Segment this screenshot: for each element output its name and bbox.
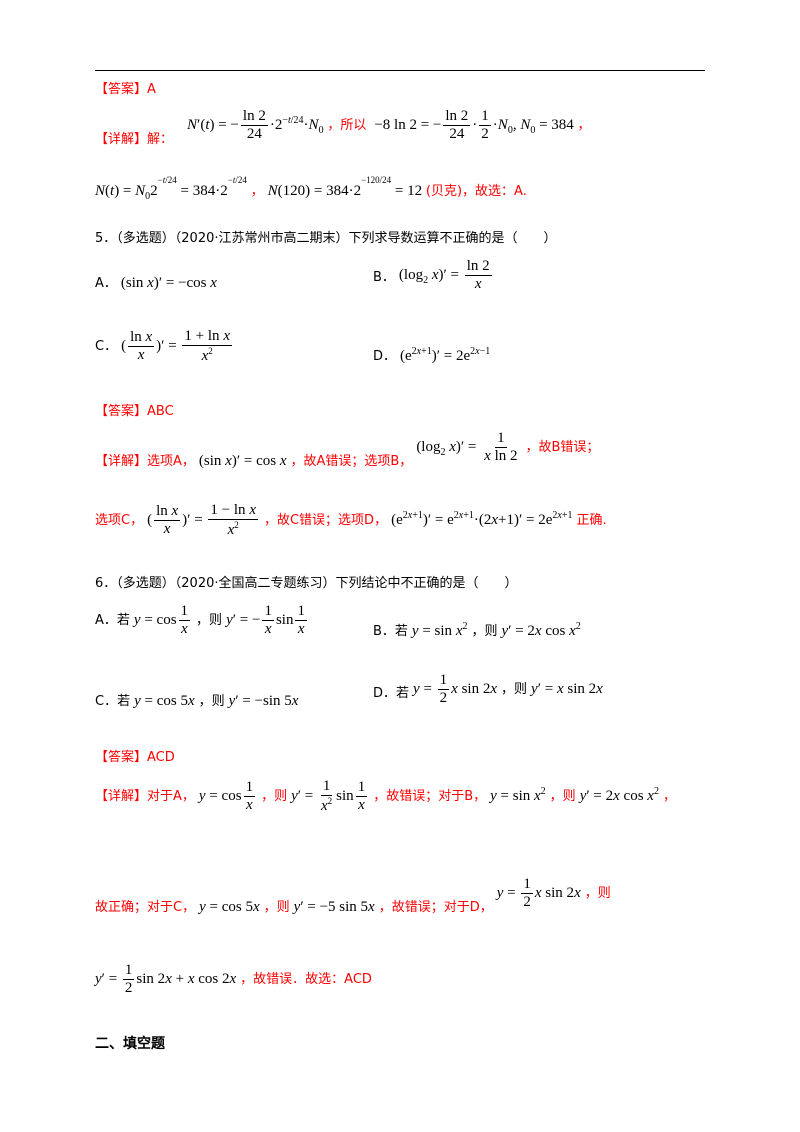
q5-option-c-label: C． (95, 339, 118, 355)
detail-label: 【详解】 (95, 454, 148, 470)
q4-formula-4: N(120) = 384·2−120/24 = 12 (267, 175, 426, 199)
q6-option-c-formula-1: y = cos 5x (134, 693, 195, 709)
q5-answer: 【答案】ABC (95, 400, 174, 420)
q6-d3: ，故错误；对于B， (373, 789, 487, 805)
q6-d-formula-2: y′ = 1 x2 sin 1 x (291, 778, 368, 815)
q6-option-d-formula-2: y′ = x sin 2x (531, 681, 603, 698)
q6-d7: ，则 (263, 900, 290, 916)
q6-detail-line3: y′ = 1 2 sin 2x + x cos 2x ，故错误．故选：ACD (95, 962, 372, 998)
detail-label: 【详解】 (95, 132, 148, 148)
q4-formula-3: N(t) = N02−t/24 = 384·2−t/24 (95, 175, 247, 202)
q5-d3: ，故B错误； (525, 440, 600, 456)
q6-option-a-label: A．若 (95, 613, 130, 629)
q6-option-b-then: ，则 (471, 624, 498, 639)
q5-d2: ，故A错误；选项B， (290, 454, 413, 470)
q6-option-c-then: ，则 (198, 694, 225, 709)
q5-detail-line1: 【详解】选项A， (sin x)′ = cos x ，故A错误；选项B， (lo… (95, 430, 600, 470)
q5-d-formula-c: (ln x x)′ = 1 − ln x x2 (147, 502, 258, 539)
answer-label: 【答案】 (95, 82, 148, 97)
q4-comma: ， (577, 118, 591, 134)
q6-d8: ，故错误；对于D， (378, 900, 493, 916)
q6-option-c: C．若 y = cos 5x ，则 y′ = −sin 5x (95, 690, 298, 710)
q6-d4: ，则 (549, 789, 576, 805)
q4-conclusion: (贝克)，故选：A. (425, 184, 527, 199)
q6-option-b: B．若 y = sin x2 ，则 y′ = 2x cos x2 (373, 620, 581, 640)
q4-detail-line2: N(t) = N02−t/24 = 384·2−t/24 ， N(120) = … (95, 175, 527, 202)
q6-stem: 6．（多选题）（2020·全国高二专题练习）下列结论中不正确的是（ ） (95, 576, 518, 591)
q6-option-b-formula-2: y′ = 2x cos x2 (501, 621, 581, 639)
q6-d-formula-8: y′ = 1 2 sin 2x + x cos 2x (95, 962, 237, 997)
q5-option-a: A． (sin x)′ = −cos x (95, 272, 217, 292)
answer-label: 【答案】 (95, 404, 148, 419)
q6-d-formula-4: y′ = 2x cos x2 (579, 786, 659, 805)
q6-detail-line2: 故正确；对于C， y = cos 5x ，则 y′ = −5 sin 5x ，故… (95, 876, 611, 916)
q4-detail-prefix: 解： (147, 132, 174, 148)
q5-option-d-formula: (e2x+1)′ = 2e2x−1 (400, 346, 491, 364)
q4-so-text: ，所以 (327, 118, 367, 134)
q6-d-formula-5: y = cos 5x (199, 899, 260, 916)
q6-d2: ，则 (261, 789, 288, 805)
q5-stem: 5．（多选题）（2020·江苏常州市高二期末）下列求导数运算不正确的是（ ） (95, 231, 557, 246)
q6-detail-line1: 【详解】对于A， y = cos 1 x ，则 y′ = 1 x2 sin 1 x ，故错误… (95, 778, 676, 816)
q6-answer: 【答案】ACD (95, 746, 175, 766)
q6-option-b-formula-1: y = sin x2 (411, 621, 468, 639)
q5-detail-line2: 选项C， (ln x x)′ = 1 − ln x x2 ，故C错误；选项D， (e… (95, 502, 607, 540)
q5-d1: 选项A， (147, 454, 195, 470)
q4-formula-2: −8 ln 2 = − ln 2 24 · 1 2 ·N0, N0 = 384 (374, 108, 578, 143)
q5-option-d-label: D． (373, 349, 397, 364)
q6-option-c-label: C．若 (95, 694, 131, 709)
q4-formula-1: N′(t) = − ln 2 24·2−t/24·N0 (187, 108, 324, 143)
q6-option-a-formula-2: y′ = −1 x sin 1 x (226, 603, 307, 638)
q5-answer-value: ABC (147, 404, 174, 419)
q6-d-formula-1: y = cos 1 x (198, 779, 256, 814)
q5-d4: 选项C， (95, 513, 144, 529)
q6-d6: 故正确；对于C， (95, 900, 196, 916)
q5-d-formula-a: (sin x)′ = cos x (198, 453, 287, 470)
answer-label: 【答案】 (95, 750, 148, 765)
q6-option-d-label: D．若 (373, 686, 410, 702)
q5-d6: 正确. (576, 513, 607, 529)
q4-comma-2: ， (250, 184, 264, 199)
q5-d5: ，故C错误；选项D， (263, 513, 388, 529)
detail-label: 【详解】 (95, 789, 148, 805)
q4-answer-value: A (147, 82, 156, 97)
q5-option-d: D． (e2x+1)′ = 2e2x−1 (373, 345, 490, 365)
section-heading: 二、填空题 (95, 1036, 165, 1052)
q6-option-d-then: ，则 (501, 682, 528, 698)
q5-d-formula-d: (e2x+1)′ = e2x+1·(2x+1)′ = 2e2x+1 (391, 510, 573, 529)
q5-option-a-label: A． (95, 276, 117, 291)
q4-detail-line1: 【详解】解： N′(t) = − ln 2 24·2−t/24·N0 ，所以 −8 … (95, 108, 591, 148)
header-rule (95, 70, 705, 71)
q6-option-a: A．若 y = cos 1 x ，则 y′ = −1 x sin 1 x (95, 603, 309, 639)
q6-d10: ，故错误．故选：ACD (240, 972, 372, 988)
q5-option-a-formula: (sin x)′ = −cos x (120, 275, 217, 291)
q5-option-b-label: B． (373, 270, 395, 286)
q6-d9: ，则 (584, 886, 611, 902)
q6-d1: 对于A， (147, 789, 195, 805)
q6-d5: ， (662, 789, 676, 805)
q6-d-formula-3: y = sin x2 (490, 786, 546, 805)
q6-d-formula-6: y′ = −5 sin 5x (293, 899, 375, 916)
q6-option-c-formula-2: y′ = −sin 5x (228, 693, 299, 709)
q6-option-a-formula-1: y = cos 1 x (133, 603, 191, 638)
q6-option-b-label: B．若 (373, 624, 408, 639)
q5-option-c: C． (ln x x)′ = 1 + ln x x2 (95, 328, 234, 366)
q6-answer-value: ACD (147, 750, 175, 765)
q5-option-c-formula: (ln x x)′ = 1 + ln x x2 (121, 328, 232, 365)
q6-option-a-then: ，则 (196, 613, 223, 629)
q4-answer: 【答案】A (95, 78, 156, 98)
